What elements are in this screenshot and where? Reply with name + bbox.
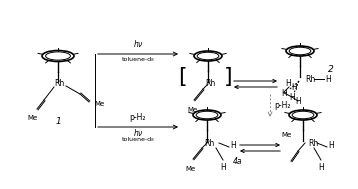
- Text: H: H: [230, 142, 236, 150]
- Text: ]: ]: [224, 67, 232, 87]
- Text: H: H: [289, 92, 295, 101]
- Text: Rh: Rh: [308, 139, 318, 147]
- Text: Me: Me: [94, 101, 104, 107]
- Text: H: H: [328, 142, 334, 150]
- Text: H: H: [220, 163, 226, 172]
- Text: p-H₂: p-H₂: [130, 113, 146, 122]
- Text: hν: hν: [134, 40, 142, 49]
- Text: Rh: Rh: [204, 139, 214, 147]
- Text: Me: Me: [187, 107, 197, 113]
- Text: Me: Me: [282, 132, 292, 138]
- Text: toluene-d₈: toluene-d₈: [122, 57, 154, 62]
- Text: Rh: Rh: [54, 80, 64, 88]
- Text: Me: Me: [185, 166, 195, 172]
- Text: Me: Me: [28, 115, 38, 121]
- Text: toluene-d₈: toluene-d₈: [122, 137, 154, 142]
- Text: hν: hν: [134, 129, 142, 138]
- Text: H: H: [285, 80, 291, 88]
- Text: Rh: Rh: [305, 74, 315, 84]
- Text: Rh: Rh: [205, 80, 215, 88]
- Text: H: H: [325, 74, 331, 84]
- Text: 2: 2: [328, 64, 334, 74]
- Text: H: H: [291, 83, 297, 91]
- Text: 1: 1: [55, 117, 61, 126]
- Text: H: H: [281, 88, 287, 98]
- Text: 4a: 4a: [233, 156, 242, 166]
- Text: H: H: [295, 97, 301, 105]
- Text: [: [: [178, 67, 186, 87]
- Text: p-H₂: p-H₂: [274, 101, 290, 111]
- Text: H: H: [318, 163, 324, 172]
